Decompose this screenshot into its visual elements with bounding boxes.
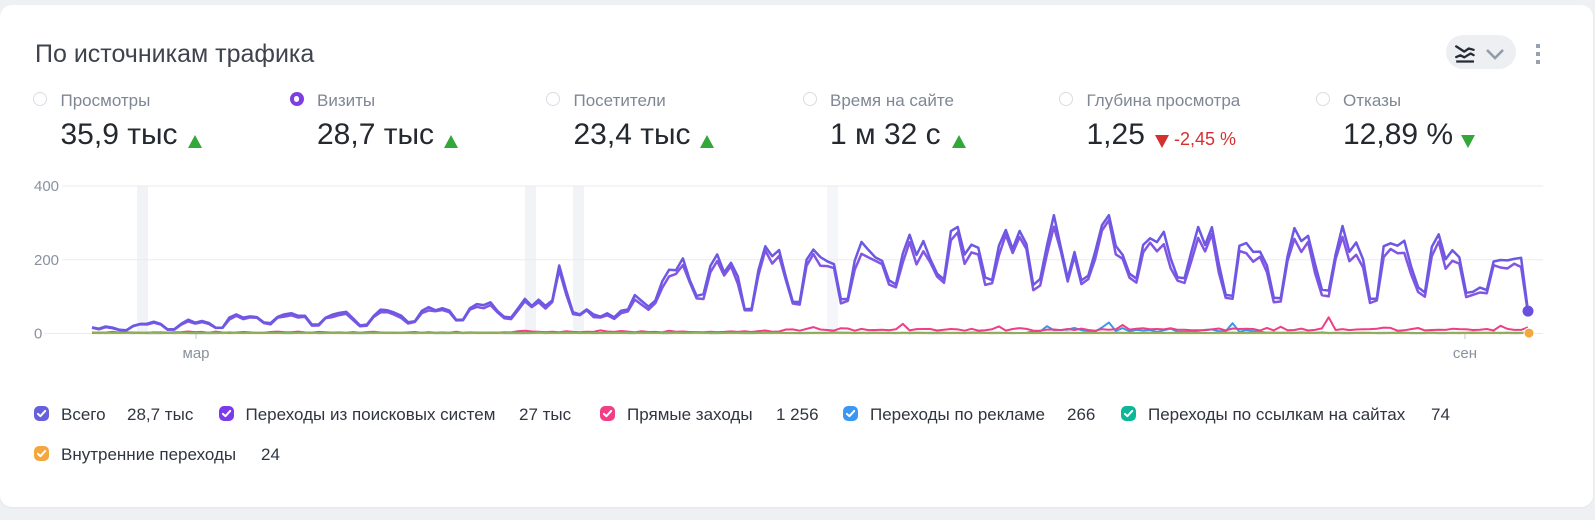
svg-text:400: 400 <box>34 178 59 195</box>
svg-text:мар: мар <box>183 345 210 362</box>
svg-text:200: 200 <box>34 252 59 269</box>
svg-text:сен: сен <box>1453 345 1477 362</box>
svg-text:0: 0 <box>34 326 42 343</box>
